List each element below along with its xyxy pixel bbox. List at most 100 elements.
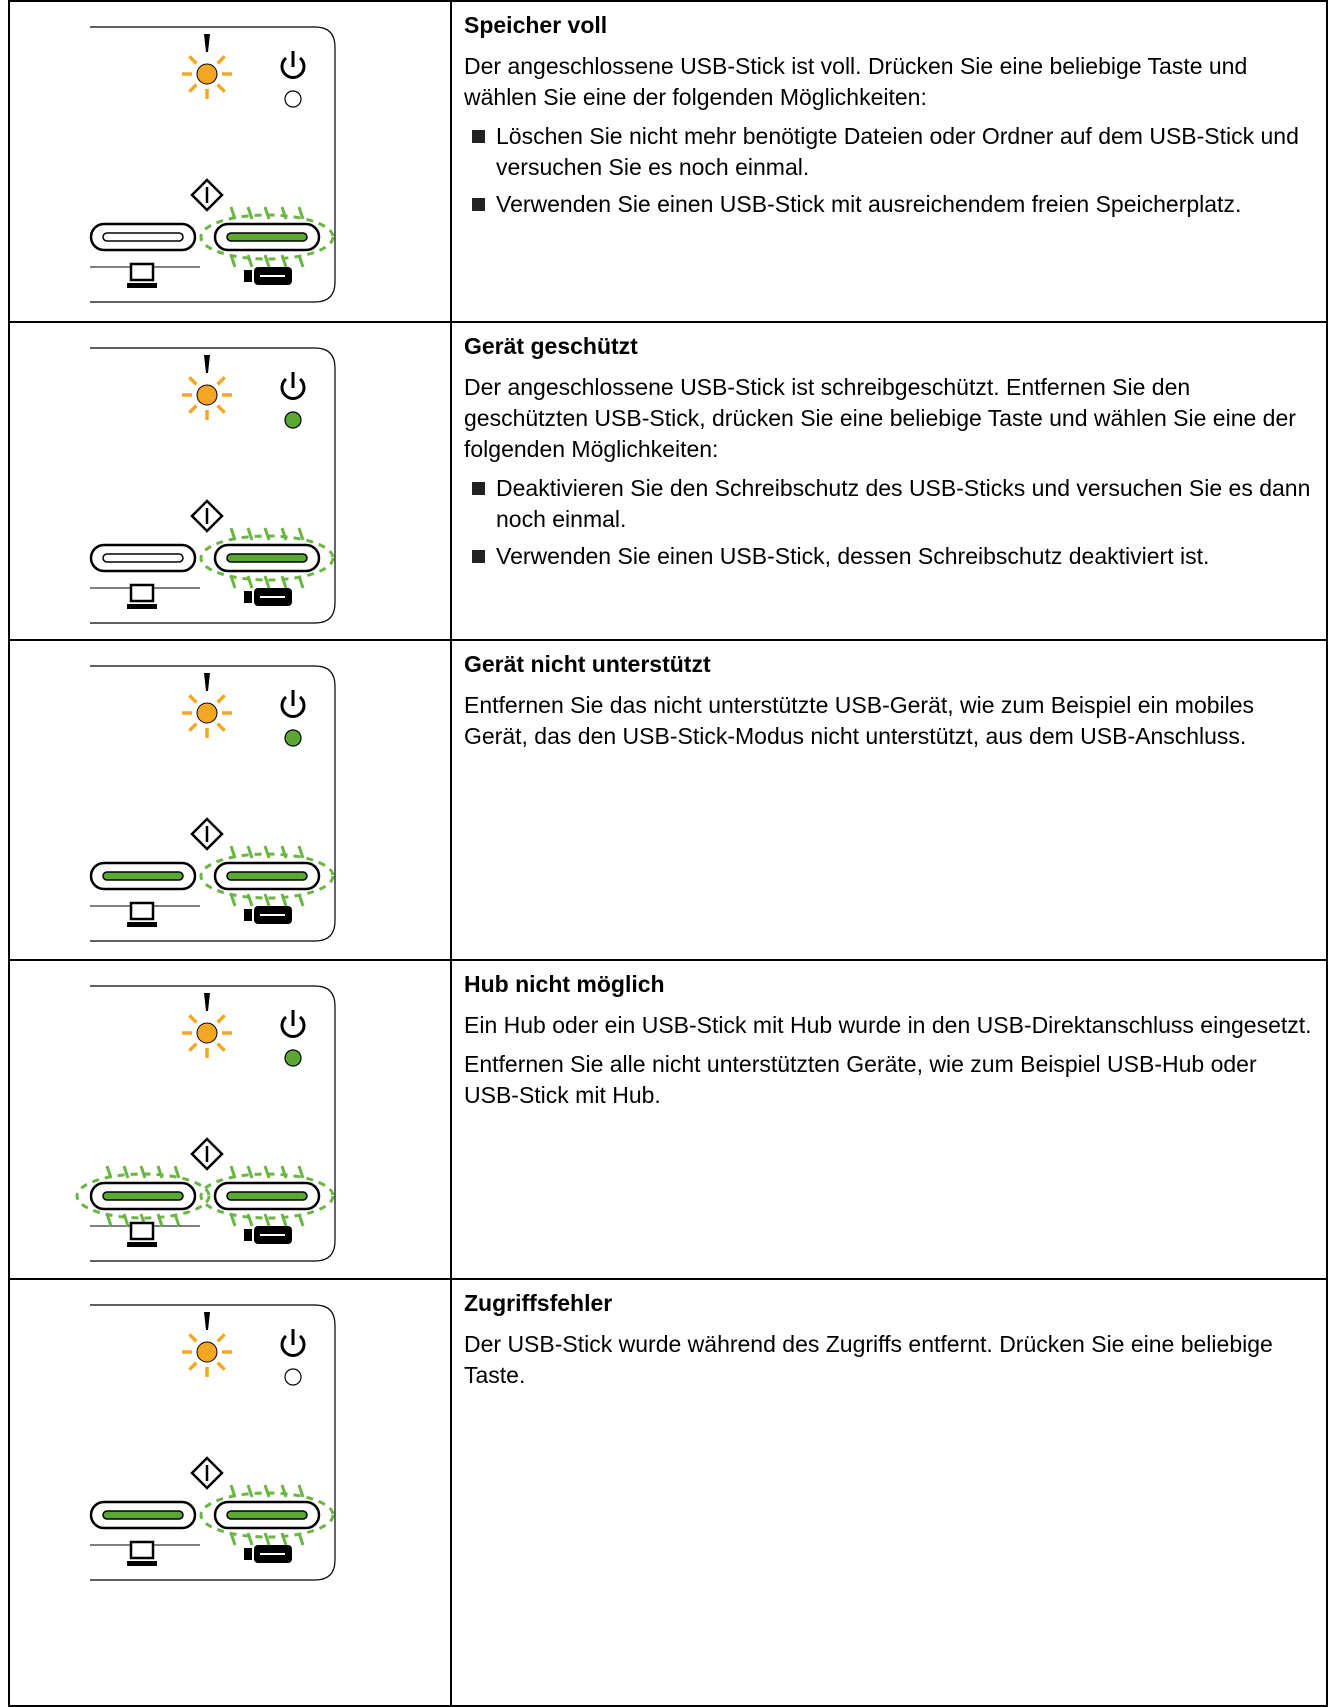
blink-ray (105, 1165, 113, 1179)
panel-outline (90, 985, 336, 1262)
start-icon (190, 817, 224, 851)
blink-ray (246, 1165, 254, 1179)
blink-ray (297, 1213, 305, 1227)
bullet-item: Deaktivieren Sie den Schreibschutz des U… (464, 473, 1312, 535)
error-ray (216, 55, 226, 65)
pc-icon (129, 1221, 155, 1241)
blink-ray (246, 1484, 254, 1498)
power-icon (280, 372, 306, 400)
error-mark (204, 993, 210, 1011)
blink-ray (280, 254, 288, 268)
error-ray (216, 1014, 226, 1024)
blink-ray (280, 1532, 288, 1546)
table-row: Gerät nicht unterstützt Entfernen Sie das… (8, 639, 1328, 961)
table-row: Hub nicht möglich Ein Hub oder ein USB-St… (8, 959, 1328, 1280)
start-icon (190, 1456, 224, 1490)
blink-ray (246, 254, 254, 268)
blink-ray (105, 1213, 113, 1227)
blink-ray (297, 254, 305, 268)
start-icon (190, 178, 224, 212)
illustration-cell (8, 0, 452, 323)
error-ray (188, 83, 198, 93)
button-light (102, 1191, 184, 1201)
blink-ray (246, 1213, 254, 1227)
blink-ray (156, 1213, 164, 1227)
error-mark (204, 355, 210, 373)
blink-ray (297, 1165, 305, 1179)
blink-ray (229, 1484, 237, 1498)
panel-illustration (75, 985, 336, 1262)
error-led (196, 63, 218, 85)
blink-ray (246, 845, 254, 859)
power-led (284, 411, 302, 429)
blink-ray (280, 1165, 288, 1179)
power-led (284, 90, 302, 108)
start-icon (190, 1137, 224, 1171)
row-title: Zugriffsfehler (464, 1290, 613, 1316)
blink-ray (263, 575, 271, 589)
blink-halo (199, 852, 335, 900)
blink-ray (263, 893, 271, 907)
power-led (284, 1368, 302, 1386)
blink-ray (263, 527, 271, 541)
panel-outline (90, 26, 336, 303)
bullet-item: Verwenden Sie einen USB-Stick, dessen Sc… (464, 541, 1312, 572)
power-led (284, 729, 302, 747)
error-ray (188, 404, 198, 414)
blink-ray (297, 893, 305, 907)
button-light (226, 1191, 308, 1201)
paragraph: Der angeschlossene USB-Stick ist schreib… (464, 374, 1296, 462)
blink-ray (122, 1213, 130, 1227)
blink-ray (263, 845, 271, 859)
blink-ray (229, 1532, 237, 1546)
pc-icon (127, 283, 157, 288)
panel-illustration (89, 665, 336, 942)
blink-ray (263, 1532, 271, 1546)
panel-outline (90, 347, 336, 624)
error-ray (188, 55, 198, 65)
row-title: Speicher voll (464, 12, 608, 38)
usb-icon (244, 1548, 252, 1560)
blink-ray (280, 575, 288, 589)
start-icon (190, 499, 224, 533)
panel-illustration (89, 1304, 336, 1581)
error-ray (216, 722, 226, 732)
usb-icon (244, 270, 252, 282)
blink-ray (280, 1484, 288, 1498)
error-led (196, 384, 218, 406)
pc-icon (129, 1540, 155, 1560)
blink-ray (280, 206, 288, 220)
blink-ray (229, 575, 237, 589)
blink-ray (229, 527, 237, 541)
usb-icon (244, 591, 252, 603)
blink-halo (199, 1172, 335, 1220)
blink-ray (229, 1165, 237, 1179)
blink-ray (229, 893, 237, 907)
error-ray (188, 1042, 198, 1052)
error-mark (204, 34, 210, 52)
blink-ray (263, 1165, 271, 1179)
blink-halo (199, 1491, 335, 1539)
blink-ray (280, 845, 288, 859)
blink-halo (199, 534, 335, 582)
blink-ray (156, 1165, 164, 1179)
illustration-cell (8, 639, 452, 961)
button-light (226, 232, 308, 242)
error-ray (216, 376, 226, 386)
paragraph: Ein Hub oder ein USB-Stick mit Hub wurde… (464, 1012, 1312, 1038)
paragraph: Der USB-Stick wurde während des Zugriffs… (464, 1331, 1273, 1388)
blink-ray (173, 1213, 181, 1227)
button-light (102, 553, 184, 563)
error-led (196, 702, 218, 724)
button-light (102, 871, 184, 881)
blink-ray (263, 1213, 271, 1227)
paragraph: Der angeschlossene USB-Stick ist voll. D… (464, 53, 1248, 110)
error-ray (216, 83, 226, 93)
power-icon (280, 1010, 306, 1038)
blink-ray (246, 527, 254, 541)
blink-ray (297, 575, 305, 589)
panel-outline (90, 665, 336, 942)
text-cell: Speicher voll Der angeschlossene USB-Stic… (450, 0, 1328, 323)
blink-ray (263, 1484, 271, 1498)
